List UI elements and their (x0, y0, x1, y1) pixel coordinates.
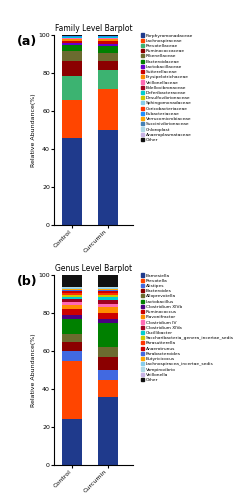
Bar (62, 38, 82, 40)
Bar (98, 61, 118, 70)
Bar (62, 100, 82, 138)
Bar (98, 313, 118, 318)
Bar (98, 370, 118, 380)
Bar (62, 306, 82, 309)
Bar (62, 288, 82, 290)
Bar (98, 35, 118, 36)
Bar (62, 76, 82, 100)
Bar (62, 287, 82, 288)
Bar (98, 90, 118, 130)
Bar (62, 290, 82, 291)
Bar (62, 60, 82, 76)
Bar (98, 290, 118, 291)
Bar (98, 322, 118, 347)
Bar (98, 287, 118, 288)
Bar (98, 53, 118, 61)
Bar (62, 342, 82, 351)
Y-axis label: Relative Abundance(%): Relative Abundance(%) (31, 93, 36, 167)
Bar (98, 38, 118, 40)
Legend: Barnesiella, Prevotella, Alistipes, Bacteroides, Alloprevotella, Lactobacillus, : Barnesiella, Prevotella, Alistipes, Bact… (141, 274, 234, 382)
Bar (98, 293, 118, 295)
Title: Family Level Barplot: Family Level Barplot (55, 24, 132, 33)
Bar (62, 318, 82, 334)
Text: (b): (b) (17, 275, 38, 288)
Bar (98, 130, 118, 225)
Bar (62, 291, 82, 293)
Bar (62, 295, 82, 297)
Bar (62, 275, 82, 287)
Bar (62, 46, 82, 51)
Bar (98, 40, 118, 41)
Bar (62, 42, 82, 45)
Bar (98, 70, 118, 90)
Bar (62, 315, 82, 318)
Bar (98, 46, 118, 53)
Bar (62, 309, 82, 315)
Bar (62, 51, 82, 60)
Bar (98, 300, 118, 304)
Bar (98, 275, 118, 287)
Bar (62, 138, 82, 225)
Bar (62, 334, 82, 342)
Bar (98, 291, 118, 293)
Bar (98, 295, 118, 297)
Bar (62, 351, 82, 360)
Bar (62, 35, 82, 36)
Bar (98, 44, 118, 46)
Legend: Porphyromonadaceae, Lachnospiraceae, Prevotellaceae, Ruminococcaceae, Rikenellac: Porphyromonadaceae, Lachnospiraceae, Pre… (141, 34, 193, 142)
Bar (62, 302, 82, 306)
Bar (98, 347, 118, 356)
Bar (62, 420, 82, 465)
Bar (62, 297, 82, 298)
Bar (62, 360, 82, 420)
Bar (98, 297, 118, 300)
Bar (98, 288, 118, 290)
Bar (98, 308, 118, 313)
Bar (62, 298, 82, 302)
Bar (98, 356, 118, 370)
Bar (98, 318, 118, 322)
Y-axis label: Relative Abundance(%): Relative Abundance(%) (31, 333, 36, 407)
Bar (98, 396, 118, 465)
Title: Genus Level Barplot: Genus Level Barplot (55, 264, 132, 273)
Bar (62, 40, 82, 41)
Bar (62, 41, 82, 42)
Bar (98, 41, 118, 43)
Bar (62, 293, 82, 295)
Bar (98, 380, 118, 396)
Bar (98, 304, 118, 308)
Text: (a): (a) (17, 35, 37, 48)
